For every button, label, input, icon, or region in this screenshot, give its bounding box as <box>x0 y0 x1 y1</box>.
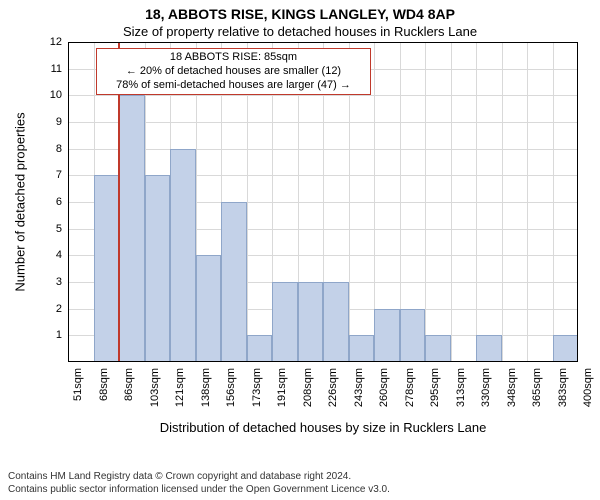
y-tick-label: 10 <box>32 89 62 101</box>
y-tick-label: 1 <box>32 329 62 341</box>
x-tick-label: 383sqm <box>557 368 569 407</box>
x-tick-label: 173sqm <box>251 368 263 407</box>
plot-border <box>68 42 578 362</box>
x-tick-label: 348sqm <box>506 368 518 407</box>
x-tick-label: 103sqm <box>149 368 161 407</box>
y-tick-label: 7 <box>32 169 62 181</box>
x-tick-label: 330sqm <box>480 368 492 407</box>
x-tick-label: 208sqm <box>302 368 314 407</box>
plot-area: 18 ABBOTS RISE: 85sqm ← 20% of detached … <box>68 42 578 362</box>
footer-line2: Contains public sector information licen… <box>8 484 390 497</box>
x-tick-label: 68sqm <box>98 368 110 401</box>
x-tick-label: 138sqm <box>200 368 212 407</box>
x-tick-label: 191sqm <box>276 368 288 407</box>
y-tick-label: 8 <box>32 143 62 155</box>
y-tick-label: 3 <box>32 276 62 288</box>
y-tick-label: 11 <box>32 63 62 75</box>
chart-title: 18, ABBOTS RISE, KINGS LANGLEY, WD4 8AP <box>0 0 600 24</box>
x-tick-label: 260sqm <box>378 368 390 407</box>
y-tick-label: 4 <box>32 249 62 261</box>
y-tick-label: 12 <box>32 36 62 48</box>
x-tick-label: 121sqm <box>174 368 186 407</box>
x-tick-label: 243sqm <box>353 368 365 407</box>
y-axis-label: Number of detached properties <box>13 112 28 291</box>
x-tick-label: 313sqm <box>455 368 467 407</box>
x-tick-label: 226sqm <box>327 368 339 407</box>
x-tick-label: 51sqm <box>72 368 84 401</box>
y-tick-label: 2 <box>32 303 62 315</box>
chart-container: 18, ABBOTS RISE, KINGS LANGLEY, WD4 8AP … <box>0 0 600 500</box>
footer-line1: Contains HM Land Registry data © Crown c… <box>8 471 390 484</box>
x-tick-label: 295sqm <box>429 368 441 407</box>
x-axis-label: Distribution of detached houses by size … <box>160 420 487 435</box>
x-tick-label: 86sqm <box>123 368 135 401</box>
x-tick-label: 365sqm <box>531 368 543 407</box>
y-tick-label: 5 <box>32 223 62 235</box>
y-tick-label: 9 <box>32 116 62 128</box>
x-tick-label: 156sqm <box>225 368 237 407</box>
x-tick-label: 278sqm <box>404 368 416 407</box>
chart-subtitle: Size of property relative to detached ho… <box>0 24 600 40</box>
y-tick-label: 6 <box>32 196 62 208</box>
footer-attribution: Contains HM Land Registry data © Crown c… <box>8 471 390 496</box>
x-tick-label: 400sqm <box>582 368 594 407</box>
